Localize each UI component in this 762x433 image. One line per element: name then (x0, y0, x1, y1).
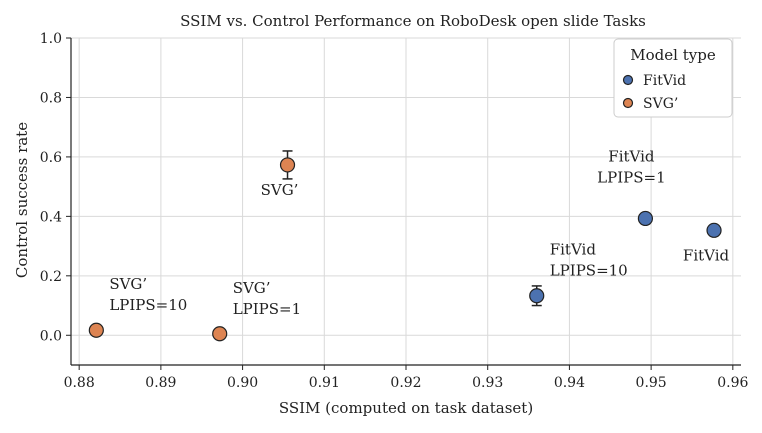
legend-frame (613, 38, 733, 118)
x-tick-label: 0.90 (227, 375, 258, 391)
x-tick-label: 0.94 (554, 375, 585, 391)
point-annotation: SVG’ (261, 181, 299, 199)
point-annotation: SVG’ (109, 275, 147, 293)
legend-marker-fitvid (622, 74, 634, 86)
y-tick-label: 0.0 (40, 328, 62, 344)
point-annotation: FitVid (683, 246, 730, 264)
legend-title: Model type (630, 46, 716, 64)
x-tick-label: 0.92 (390, 375, 421, 391)
x-axis-title: SSIM (computed on task dataset) (279, 399, 533, 417)
x-tick-label: 0.89 (145, 375, 176, 391)
point-annotation: FitVid (550, 241, 597, 259)
data-point (637, 210, 654, 227)
legend: Model type FitVid SVG’ (613, 38, 733, 118)
point-annotation: LPIPS=1 (233, 300, 301, 318)
chart-title: SSIM vs. Control Performance on RoboDesk… (180, 12, 646, 30)
data-point (279, 157, 296, 173)
x-tick-label: 0.93 (472, 375, 503, 391)
point-annotation: LPIPS=10 (109, 296, 187, 314)
y-tick-label: 1.0 (40, 31, 62, 47)
legend-marker-svg (622, 97, 634, 109)
y-tick-label: 0.4 (40, 209, 62, 225)
y-tick-label: 0.6 (40, 150, 62, 166)
point-annotation: LPIPS=10 (550, 262, 628, 280)
data-marks (88, 150, 722, 342)
point-annotation: FitVid (608, 147, 655, 165)
legend-label-svg: SVG’ (643, 96, 678, 112)
point-annotation: SVG’ (233, 279, 271, 297)
data-point (212, 326, 228, 342)
y-tick-label: 0.2 (40, 269, 62, 285)
x-tick-label: 0.95 (636, 375, 667, 391)
data-point (88, 322, 104, 338)
legend-label-fitvid: FitVid (643, 73, 686, 89)
annotations: FitVid LPIPS=10 FitVid LPIPS=1 FitVid SVG’ SVG… (109, 147, 729, 317)
ticks: 0.88 0.89 0.90 0.91 0.92 0.93 0.94 0.95 0.96 0.0 0… (40, 31, 749, 391)
point-annotation: LPIPS=1 (597, 168, 665, 186)
y-tick-label: 0.8 (40, 90, 62, 106)
data-point (706, 222, 722, 238)
x-tick-label: 0.91 (309, 375, 340, 391)
x-tick-label: 0.96 (717, 375, 748, 391)
data-point (529, 288, 545, 304)
y-axis-title: Control success rate (13, 122, 31, 278)
x-tick-label: 0.88 (64, 375, 95, 391)
